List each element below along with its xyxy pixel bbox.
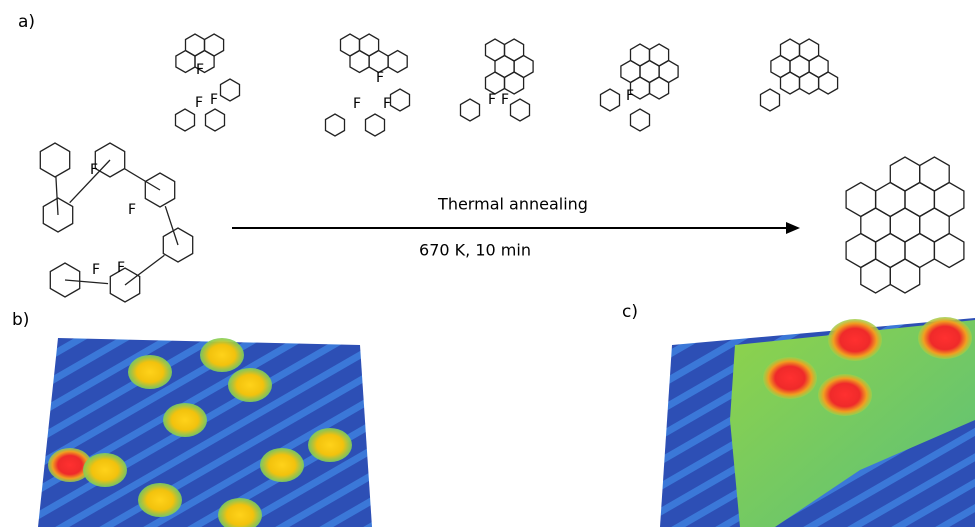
adsorbate: [48, 448, 92, 482]
atom-label: F: [117, 260, 125, 276]
adsorbate: [818, 374, 872, 416]
adsorbate: [828, 319, 882, 361]
ring: [933, 181, 965, 218]
ring: [42, 197, 74, 233]
ring: [817, 71, 839, 95]
ring: [324, 113, 346, 137]
bond: [57, 159, 111, 216]
atom-label: F: [210, 92, 218, 108]
ring: [874, 232, 906, 269]
adsorbate: [200, 338, 244, 372]
ring: [798, 71, 820, 95]
adsorbate: [128, 355, 172, 389]
ring: [109, 267, 141, 303]
ring: [364, 113, 386, 137]
atom-label: F: [195, 95, 203, 111]
ring: [889, 207, 921, 243]
panel-label: c): [622, 302, 638, 322]
ring: [459, 98, 481, 122]
ring: [219, 78, 241, 102]
ring: [94, 142, 126, 178]
panel-label: b): [12, 310, 29, 330]
ring: [509, 98, 531, 122]
ring: [919, 207, 950, 243]
ring: [860, 258, 891, 294]
bond: [109, 159, 161, 191]
ring: [349, 49, 370, 74]
atom-label: F: [626, 88, 634, 104]
ring: [919, 156, 950, 192]
stm-image-b: [38, 338, 372, 527]
bond: [159, 189, 179, 246]
ring: [874, 181, 906, 218]
ring: [904, 181, 936, 218]
panel-label: a): [18, 12, 35, 32]
ring: [484, 71, 506, 95]
ring: [174, 108, 196, 132]
ring: [648, 76, 670, 100]
arrow-label: Thermal annealing: [437, 195, 588, 214]
ring: [387, 49, 408, 74]
arrow-head: [786, 222, 800, 234]
adsorbate: [260, 448, 304, 482]
adsorbate: [918, 317, 972, 359]
ring: [503, 71, 525, 95]
bond: [64, 279, 126, 286]
atom-label: F: [383, 96, 391, 112]
arrow-label: 670 K, 10 min: [419, 241, 531, 260]
bond: [124, 244, 179, 286]
adsorbate: [163, 403, 207, 437]
ring: [889, 258, 921, 294]
atom-label: F: [92, 262, 100, 278]
ring: [162, 227, 194, 263]
ring: [933, 232, 965, 269]
ring: [175, 49, 196, 74]
adsorbate: [83, 453, 127, 487]
stm-image-c: [660, 317, 975, 527]
ring: [49, 262, 81, 298]
atom-label: F: [488, 92, 496, 108]
adsorbate: [763, 357, 817, 399]
ring: [889, 156, 921, 192]
adsorbate: [308, 428, 352, 462]
ring: [860, 207, 891, 243]
ring: [759, 88, 781, 112]
ring: [389, 88, 411, 112]
atom-label: F: [128, 202, 136, 218]
adsorbate: [138, 483, 182, 517]
ring: [599, 88, 621, 112]
ring: [629, 108, 651, 132]
bond: [54, 159, 59, 216]
atom-label: F: [376, 70, 384, 86]
ring: [204, 108, 226, 132]
ring: [845, 232, 877, 269]
ring: [39, 142, 71, 178]
atom-label: F: [196, 62, 204, 78]
ring: [904, 232, 936, 269]
adsorbate: [218, 498, 262, 527]
ring: [845, 181, 877, 218]
atom-label: F: [501, 92, 509, 108]
atom-label: F: [90, 162, 98, 178]
ring: [779, 71, 801, 95]
atom-label: F: [353, 96, 361, 112]
adsorbate: [228, 368, 272, 402]
